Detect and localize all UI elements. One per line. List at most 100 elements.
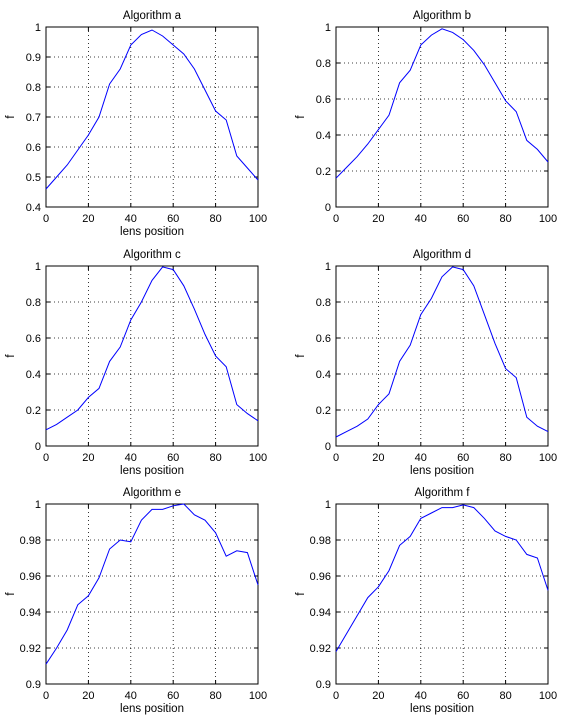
x-tick-label: 0	[333, 690, 339, 702]
y-tick-label: 0.6	[26, 333, 41, 345]
x-tick-label: 80	[499, 452, 511, 464]
chart-panel-5: 0 20 40 60 80 100 0.9 0.92 0.94 0.96 0.98 1 Algorith…	[5, 487, 267, 715]
y-tick-label: 0.98	[20, 535, 41, 547]
x-tick-label: 20	[82, 213, 94, 225]
x-tick-label: 40	[415, 690, 427, 702]
x-tick-label: 0	[333, 213, 339, 225]
x-tick-label: 40	[125, 213, 137, 225]
y-tick-label: 0.8	[316, 58, 331, 70]
x-tick-label: 60	[167, 690, 179, 702]
y-tick-label: 0.2	[26, 405, 41, 417]
x-tick-label: 60	[167, 452, 179, 464]
chart-panel-3: 0 20 40 60 80 100 0 0.2 0.4 0.6 0.8 1 Algorithm c len…	[5, 249, 267, 477]
y-tick-label: 0.7	[26, 112, 41, 124]
y-tick-label: 0.2	[316, 166, 331, 178]
y-tick-label: 0.96	[20, 571, 41, 583]
x-tick-label: 60	[167, 213, 179, 225]
x-axis-label: lens position	[410, 703, 474, 715]
chart-title: Algorithm b	[413, 10, 471, 22]
x-tick-label: 100	[249, 452, 267, 464]
x-tick-label: 80	[209, 452, 221, 464]
x-tick-label: 100	[539, 452, 557, 464]
y-tick-label: 0.5	[26, 172, 41, 184]
x-axis-label: lens position	[120, 226, 184, 238]
y-tick-label: 0.4	[26, 202, 41, 214]
y-tick-label: 1	[325, 261, 331, 273]
x-axis-label: lens position	[120, 465, 184, 477]
y-tick-label: 0.98	[310, 535, 331, 547]
y-tick-label: 0.9	[316, 679, 331, 691]
chart-title: Algorithm a	[123, 10, 182, 22]
x-tick-label: 100	[539, 213, 557, 225]
chart-panel-1: 0 20 40 60 80 100 0.4 0.5 0.6 0.7 0.8 0.9 1 Algorithm…	[5, 10, 267, 238]
x-axis-label: lens position	[410, 465, 474, 477]
y-tick-label: 0.2	[316, 405, 331, 417]
chart-panel-4: 0 20 40 60 80 100 0 0.2 0.4 0.6 0.8 1 Algorithm d len…	[295, 249, 557, 477]
y-tick-label: 0.94	[310, 607, 331, 619]
y-tick-label: 0.4	[26, 369, 41, 381]
y-tick-label: 0.6	[316, 333, 331, 345]
y-tick-label: 0.8	[316, 297, 331, 309]
y-tick-label: 0	[325, 441, 331, 453]
y-tick-label: 0.9	[26, 52, 41, 64]
y-tick-label: 0	[325, 202, 331, 214]
y-axis-label: f	[5, 354, 17, 358]
plot-area	[45, 503, 259, 685]
chart-panel-2: 0 20 40 60 80 100 0 0.2 0.4 0.6 0.8 1 Algorithm b f	[295, 10, 557, 225]
x-tick-label: 100	[539, 690, 557, 702]
plot-area	[335, 26, 549, 208]
x-tick-label: 40	[415, 452, 427, 464]
y-tick-label: 0.8	[26, 82, 41, 94]
plot-area	[335, 503, 549, 685]
x-tick-label: 100	[249, 690, 267, 702]
y-tick-label: 0.94	[20, 607, 41, 619]
y-axis-label: f	[295, 592, 307, 596]
x-tick-label: 20	[372, 213, 384, 225]
y-tick-label: 0.4	[316, 369, 331, 381]
y-tick-label: 1	[35, 22, 41, 34]
x-tick-label: 100	[249, 213, 267, 225]
x-tick-label: 80	[499, 213, 511, 225]
x-tick-label: 40	[125, 690, 137, 702]
x-tick-label: 80	[209, 213, 221, 225]
y-tick-label: 0.4	[316, 130, 331, 142]
x-tick-label: 60	[457, 690, 469, 702]
x-axis-label: lens position	[120, 703, 184, 715]
chart-panel-6: 0 20 40 60 80 100 0.9 0.92 0.94 0.96 0.98 1 Algorith…	[295, 487, 557, 715]
x-tick-label: 20	[372, 452, 384, 464]
y-tick-label: 0.92	[310, 643, 331, 655]
y-tick-label: 0.9	[26, 679, 41, 691]
y-tick-label: 0.92	[20, 643, 41, 655]
x-tick-label: 60	[457, 213, 469, 225]
y-axis-label: f	[295, 115, 307, 119]
x-tick-label: 60	[457, 452, 469, 464]
y-tick-label: 0.8	[26, 297, 41, 309]
chart-title: Algorithm e	[123, 487, 181, 499]
x-tick-label: 20	[82, 690, 94, 702]
y-axis-label: f	[5, 592, 17, 596]
x-tick-label: 40	[415, 213, 427, 225]
x-tick-label: 0	[43, 452, 49, 464]
y-tick-label: 0.6	[316, 94, 331, 106]
y-tick-label: 0	[35, 441, 41, 453]
x-tick-label: 0	[43, 213, 49, 225]
plot-area	[335, 265, 549, 447]
x-tick-label: 20	[372, 690, 384, 702]
y-tick-label: 1	[325, 499, 331, 511]
chart-title: Algorithm d	[413, 249, 471, 261]
y-tick-label: 0.6	[26, 142, 41, 154]
y-tick-label: 1	[35, 499, 41, 511]
y-axis-label: f	[295, 354, 307, 358]
x-tick-label: 0	[333, 452, 339, 464]
chart-title: Algorithm c	[123, 249, 181, 261]
x-tick-label: 0	[43, 690, 49, 702]
plot-area	[45, 265, 259, 447]
y-tick-label: 1	[325, 22, 331, 34]
chart-title: Algorithm f	[415, 487, 471, 499]
y-tick-label: 0.96	[310, 571, 331, 583]
x-tick-label: 40	[125, 452, 137, 464]
y-axis-label: f	[5, 115, 17, 119]
y-tick-label: 1	[35, 261, 41, 273]
x-tick-label: 80	[499, 690, 511, 702]
